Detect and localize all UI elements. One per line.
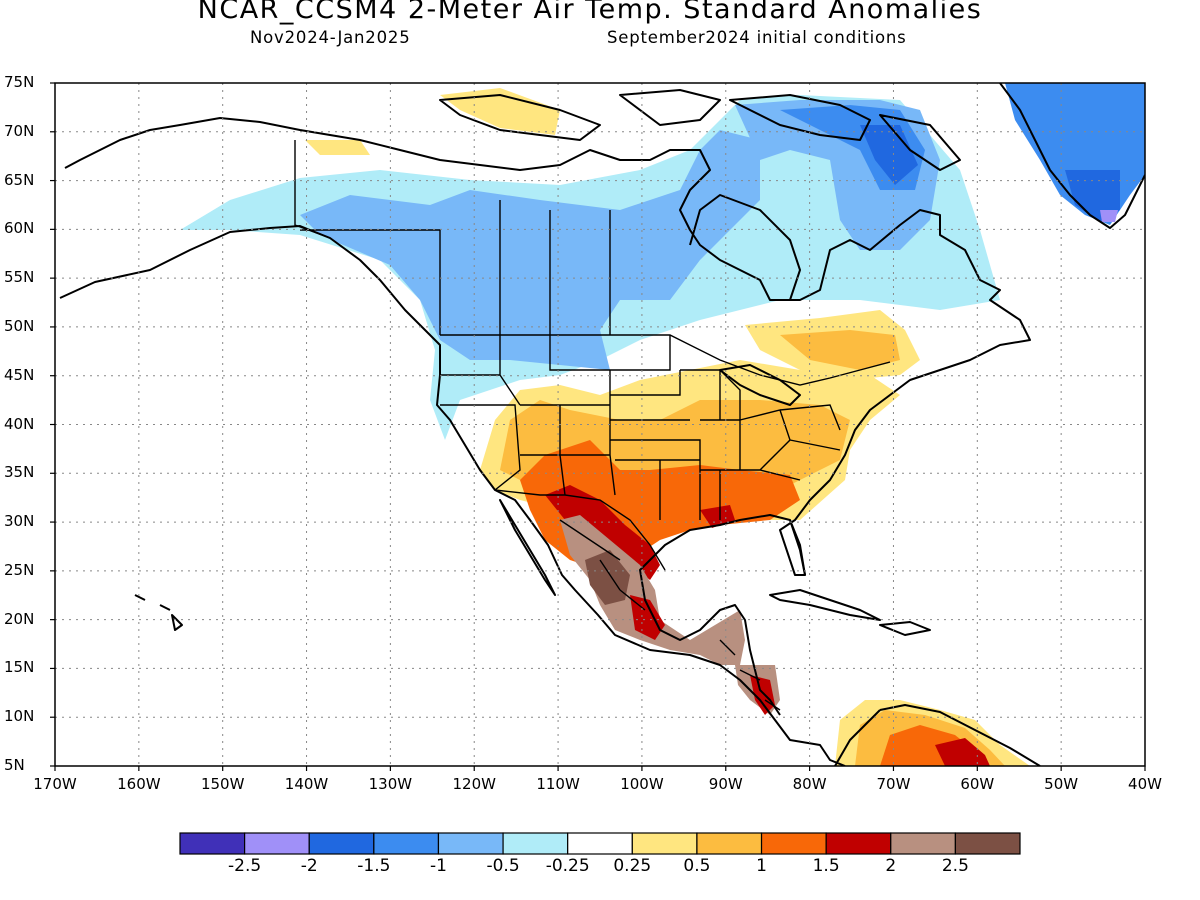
coastlines [59,83,1145,766]
colorbar-label: -1 [429,856,447,876]
latitude-label: 5N [4,756,25,774]
colorbar-label: -2 [300,856,318,876]
latitude-label: 35N [4,463,35,482]
mexico-state-lines [559,519,646,611]
colorbar-swatch [954,832,1021,855]
longitude-label: 50W [1044,775,1079,793]
latitude-label: 45N [4,365,35,384]
cold-anomaly-greenland-tip [1100,210,1118,222]
longitude-label: 100W [620,775,664,793]
warm-anomaly-arctic-islands [440,88,560,135]
latitude-label: 50N [4,316,35,335]
colorbar-swatch [437,832,504,855]
canada-province-lines [300,200,611,335]
colorbar-label: -2.5 [228,856,262,876]
longitude-label: 70W [876,775,911,793]
colorbar-label: 1 [756,856,767,876]
hudson-bay-coastline [689,194,801,301]
warm-anomaly-venezuela-deep [935,738,990,766]
warm-anomaly-mexico-core [585,550,630,605]
cold-anomaly-arctic-deep [860,125,918,185]
longitude-label: 120W [452,775,496,793]
latitude-label: 40N [4,414,35,433]
map-content [55,83,1145,766]
forecast-period: Nov2024-Jan2025 [250,28,411,47]
us-canada-border [440,334,891,386]
longitude-label: 110W [536,775,580,793]
colorbar-swatch [244,832,310,855]
longitude-label: 60W [960,775,995,793]
colorbar-swatch [502,832,569,855]
colorbar-swatch [308,832,375,855]
colorbar-swatch [760,832,827,855]
warm-anomaly-southwest-core [545,485,660,580]
colorbar-label: -1.5 [357,856,391,876]
political-boundaries [294,140,891,711]
baja-coastline [499,499,556,596]
colorbar-label: 0.25 [613,856,652,876]
map-title: NCAR_CCSM4 2-Meter Air Temp. Standard An… [197,0,983,25]
colorbar-swatch [373,832,440,855]
hispaniola-coastline [879,621,931,636]
colorbar-label: 0.5 [683,856,711,876]
latitude-label: 55N [4,268,35,287]
latitude-label: 70N [4,121,35,140]
warm-anomaly-quebec-core [780,330,900,370]
longitude-label: 140W [284,775,329,793]
longitude-label: 130W [368,775,413,793]
colorbar-label: -0.5 [486,856,520,876]
latitude-label: 60N [4,219,35,238]
latitude-label: 25N [4,560,35,579]
longitude-label: 80W [792,775,827,793]
warm-anomaly-central-america-core [750,675,775,715]
us-state-lines [440,335,841,520]
latitude-label: 20N [4,609,35,628]
latitude-label: 65N [4,170,35,189]
colorbar-swatch [890,832,956,855]
warm-anomaly-alaska-north [305,140,370,155]
warm-anomaly-mexico-south [630,595,665,640]
map-grid [55,83,1145,766]
hawaii-outline [134,594,183,631]
florida-coastline [789,519,806,576]
latitude-label: 30N [4,512,35,531]
colorbar-swatch [696,832,763,855]
cuba-coastline [769,589,881,621]
longitude-label: 170W [33,775,77,793]
latitude-label: 10N [4,707,35,726]
cold-anomaly-greenland-core [1065,170,1120,222]
latitude-label: 15N [4,658,35,677]
colorbar-swatch [179,832,246,855]
colorbar-swatch [567,832,633,855]
colorbar [179,832,1021,855]
initial-conditions: September2024 initial conditions [607,28,907,47]
north-america-coastline [59,117,1041,766]
axis-ticks [50,82,1146,771]
longitude-label: 40W [1128,775,1162,793]
us-mexico-border [494,489,666,571]
colorbar-swatch [825,832,892,855]
longitude-label: 90W [708,775,743,793]
colorbar-label: -0.25 [545,856,590,876]
latitude-label: 75N [4,73,35,91]
longitude-label: 160W [117,775,161,793]
cold-anomaly-northwest-region [300,130,760,370]
longitude-label: 150W [200,775,245,793]
colorbar-label: 2.5 [941,856,969,876]
central-america-borders [719,639,781,711]
greenland-coastline [999,83,1145,229]
arctic-islands-outline [439,89,961,171]
colorbar-label: 1.5 [812,856,840,876]
colorbar-label: 2 [885,856,897,876]
colorbar-swatch [631,832,698,855]
alaska-canada-border [294,140,331,239]
great-lakes-outline [719,364,801,406]
